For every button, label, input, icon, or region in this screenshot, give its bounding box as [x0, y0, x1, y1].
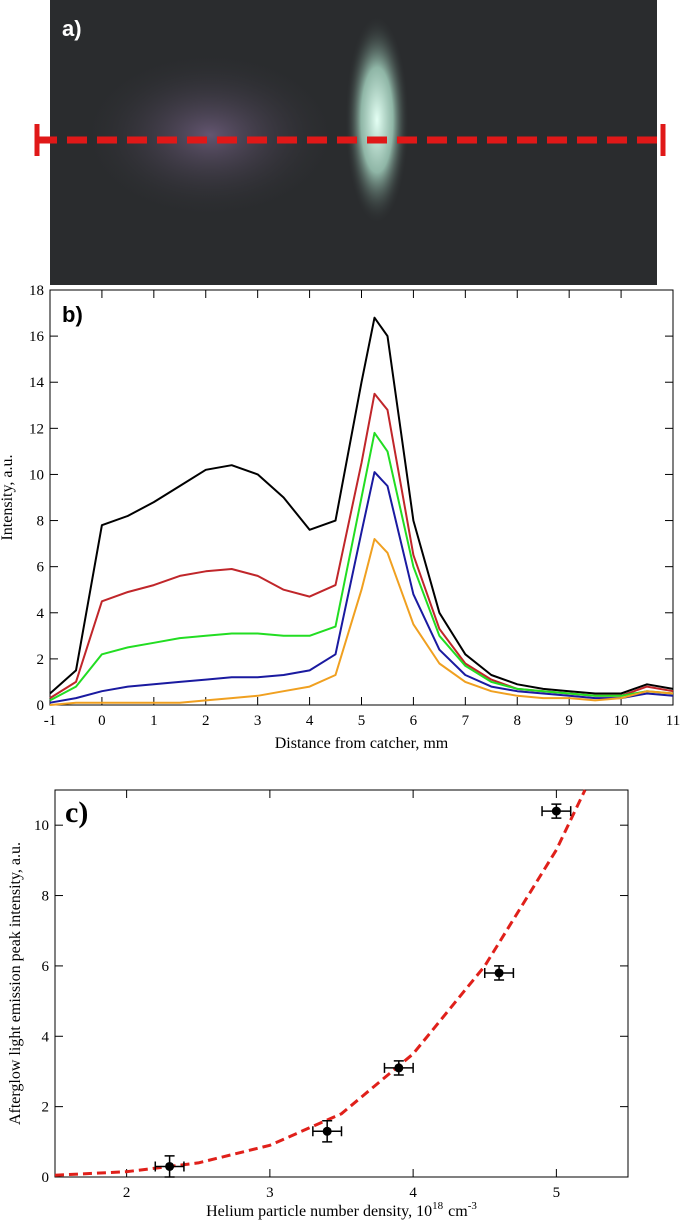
plot-frame: [54, 789, 629, 1178]
x-tick-label: 6: [410, 713, 418, 729]
x-axis-label-text: Helium particle number density, 10: [206, 1203, 432, 1220]
x-tick-label: 10: [614, 713, 629, 729]
data-line: [49, 392, 674, 699]
y-tick-label: 2: [42, 1100, 50, 1116]
x-axis-label: Helium particle number density, 1018 cm-3: [206, 1200, 477, 1220]
x-tick-label: 3: [266, 1185, 274, 1201]
x-tick-label: 9: [565, 713, 573, 729]
data-point: [165, 1161, 175, 1171]
x-axis-label: Distance from catcher, mm: [275, 735, 449, 752]
x-axis-label-text: Distance from catcher, mm: [275, 735, 449, 752]
panel-label: b): [62, 302, 83, 327]
x-tick-label: 3: [254, 713, 262, 729]
purple-glow: [80, 50, 340, 220]
panel-label: a): [62, 16, 82, 41]
data-line: [49, 431, 674, 702]
y-tick-label: 6: [42, 959, 50, 975]
x-tick-label: -1: [44, 713, 57, 729]
y-tick-label: 8: [42, 889, 50, 905]
x-tick-label: 0: [98, 713, 106, 729]
x-tick-label: 2: [202, 713, 210, 729]
x-tick-label: 11: [666, 713, 680, 729]
x-tick-label: 4: [409, 1185, 417, 1201]
x-axis-label-unit-exp: -3: [468, 1200, 478, 1212]
y-tick-label: 16: [29, 329, 45, 345]
data-point: [394, 1063, 404, 1073]
photo-panel: a): [34, 0, 666, 285]
y-tick-label: 4: [42, 1029, 50, 1045]
x-tick-label: 8: [514, 713, 522, 729]
y-tick-label: 10: [29, 467, 44, 483]
y-tick-label: 2: [37, 652, 45, 668]
y-tick-label: 12: [29, 421, 44, 437]
afterglow: [345, 15, 409, 225]
y-tick-label: 6: [37, 560, 45, 576]
x-tick-label: 5: [553, 1185, 561, 1201]
x-tick-label: 1: [150, 713, 158, 729]
x-axis-label-exp: 18: [432, 1200, 444, 1212]
data-line: [49, 316, 674, 695]
y-tick-label: 4: [37, 606, 45, 622]
x-axis-label-unit: cm: [448, 1203, 468, 1220]
x-tick-label: 4: [306, 713, 314, 729]
data-point: [322, 1126, 332, 1136]
x-tick-label: 7: [462, 713, 470, 729]
panel-label: c): [65, 796, 88, 829]
fit-curve: [54, 789, 587, 1177]
y-tick-label: 14: [29, 375, 45, 391]
y-tick-label: 0: [42, 1170, 50, 1186]
data-point: [494, 968, 504, 978]
y-axis-label: Intensity, a.u.: [0, 454, 16, 540]
y-tick-label: 10: [34, 818, 49, 834]
y-tick-label: 0: [37, 698, 45, 714]
y-axis-label: Afterglow light emission peak intensity,…: [7, 842, 24, 1125]
x-tick-label: 2: [123, 1185, 131, 1201]
y-tick-label: 18: [29, 283, 44, 299]
x-tick-label: 5: [358, 713, 366, 729]
data-line: [49, 538, 674, 706]
data-line: [49, 471, 674, 704]
y-tick-label: 8: [37, 514, 45, 530]
data-point: [551, 806, 561, 816]
